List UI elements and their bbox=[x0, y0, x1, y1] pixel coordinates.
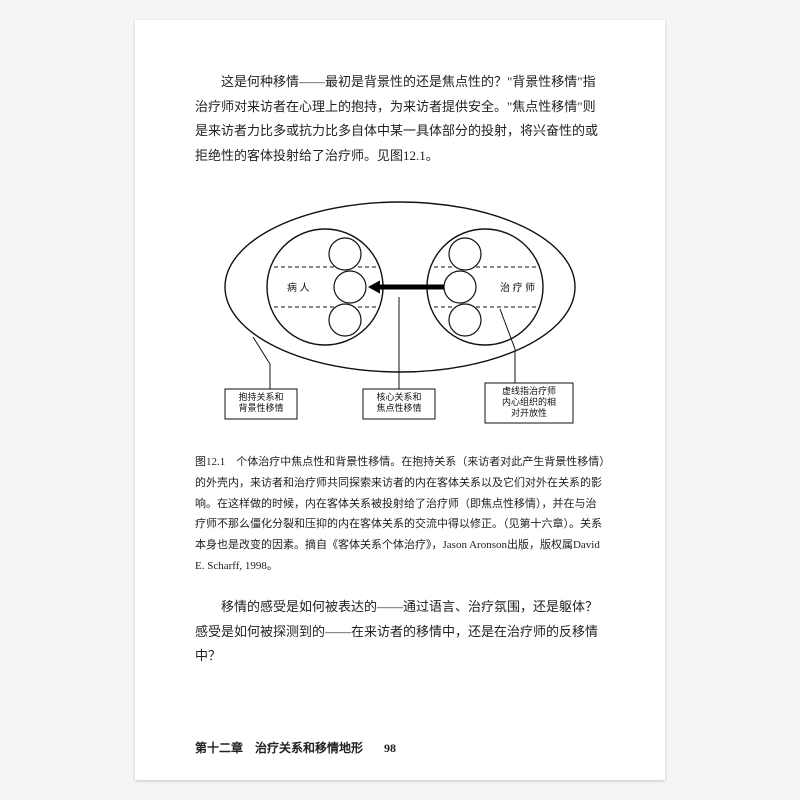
svg-text:焦点性移情: 焦点性移情 bbox=[376, 402, 421, 413]
svg-text:治 疗 师: 治 疗 师 bbox=[500, 281, 535, 294]
transference-diagram-svg: 病 人 治 疗 师抱持关系和背景性移情 核心关系和焦点性移情 虚线指治疗师内心组织的相… bbox=[195, 179, 605, 439]
svg-text:病 人: 病 人 bbox=[287, 281, 310, 294]
footer-chapter-title: 第十二章 治疗关系和移情地形 bbox=[195, 741, 363, 755]
figure-12-1-caption: 图12.1 个体治疗中焦点性和背景性移情。在抱持关系（来访者对此产生背景性移情）… bbox=[195, 452, 605, 577]
svg-text:背景性移情: 背景性移情 bbox=[238, 402, 283, 413]
book-page: 这是何种移情——最初是背景性的还是焦点性的？"背景性移情"指治疗师对来访者在心理… bbox=[135, 20, 665, 780]
svg-text:核心关系和: 核心关系和 bbox=[376, 391, 421, 402]
page-footer: 第十二章 治疗关系和移情地形 98 bbox=[195, 739, 396, 756]
footer-page-number: 98 bbox=[384, 741, 396, 755]
svg-text:虚线指治疗师: 虚线指治疗师 bbox=[502, 385, 556, 396]
paragraph-2: 移情的感受是如何被表达的——通过语言、治疗氛围，还是躯体？感受是如何被探测到的—… bbox=[195, 595, 605, 669]
figure-12-1-diagram: 病 人 治 疗 师抱持关系和背景性移情 核心关系和焦点性移情 虚线指治疗师内心组织的相… bbox=[195, 179, 605, 444]
paragraph-1: 这是何种移情——最初是背景性的还是焦点性的？"背景性移情"指治疗师对来访者在心理… bbox=[195, 70, 605, 169]
svg-text:内心组织的相: 内心组织的相 bbox=[502, 396, 556, 407]
svg-text:抱持关系和: 抱持关系和 bbox=[238, 391, 283, 402]
svg-text:对开放性: 对开放性 bbox=[511, 407, 547, 418]
